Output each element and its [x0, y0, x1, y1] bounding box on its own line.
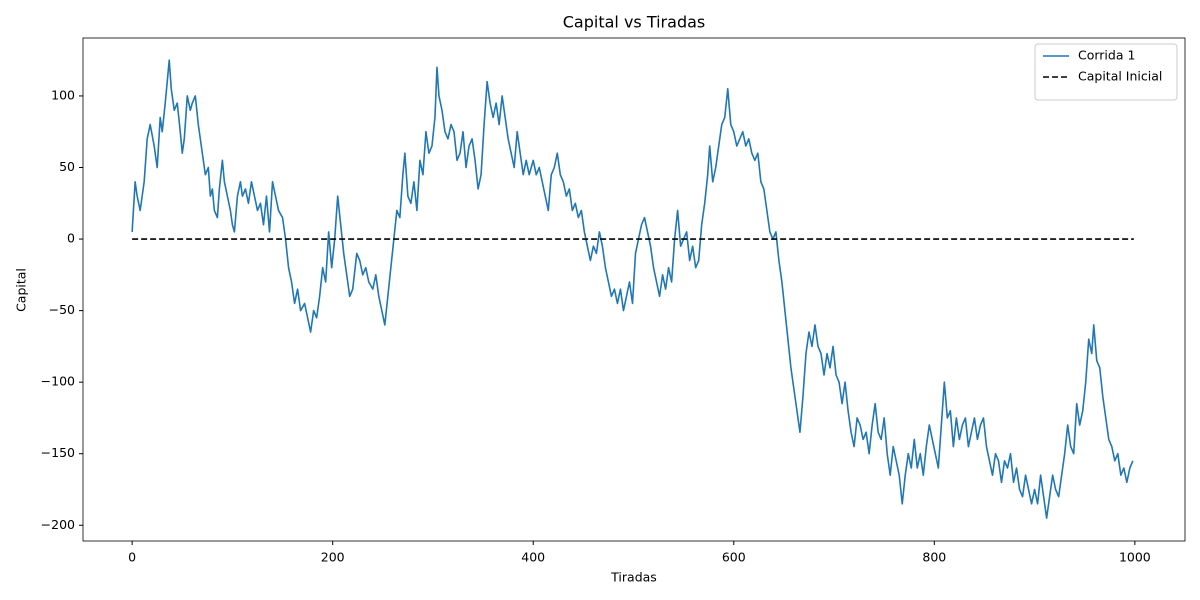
x-tick-label: 0	[128, 550, 136, 565]
x-tick-label: 800	[922, 550, 946, 565]
legend-label: Corrida 1	[1078, 48, 1135, 63]
y-tick-label: 0	[67, 231, 75, 246]
legend-label: Capital Inicial	[1078, 69, 1162, 84]
y-axis-label: Capital	[14, 268, 29, 312]
plot-frame	[82, 37, 1186, 542]
x-tick-label: 1000	[1119, 550, 1151, 565]
y-tick-label: −50	[49, 302, 75, 317]
series-line	[131, 59, 1134, 519]
y-tick-label: 100	[51, 87, 75, 102]
y-tick-label: −150	[41, 445, 75, 460]
x-tick-label: 200	[321, 550, 345, 565]
y-tick-label: 50	[59, 159, 75, 174]
y-tick-label: −100	[41, 374, 75, 389]
legend-box	[1034, 43, 1178, 101]
x-tick-label: 400	[521, 550, 545, 565]
y-tick-label: −200	[41, 517, 75, 532]
x-tick-label: 600	[722, 550, 746, 565]
chart-title: Capital vs Tiradas	[563, 13, 705, 32]
x-axis-label: Tiradas	[610, 570, 657, 585]
